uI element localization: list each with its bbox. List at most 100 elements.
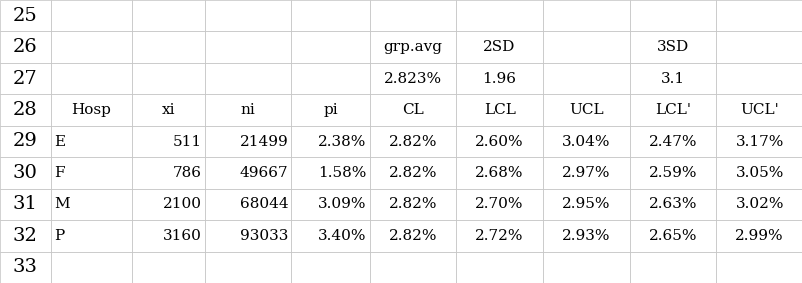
Bar bbox=[456, 189, 542, 220]
Bar bbox=[542, 252, 629, 283]
Bar bbox=[715, 189, 802, 220]
Bar bbox=[456, 63, 542, 94]
Bar bbox=[0, 157, 51, 189]
Text: Hosp: Hosp bbox=[71, 103, 111, 117]
Bar bbox=[369, 157, 456, 189]
Bar bbox=[542, 220, 629, 252]
Bar bbox=[132, 126, 205, 157]
Bar bbox=[0, 31, 51, 63]
Text: F: F bbox=[55, 166, 65, 180]
Bar bbox=[132, 0, 205, 31]
Bar bbox=[629, 63, 715, 94]
Bar bbox=[715, 94, 802, 126]
Text: 28: 28 bbox=[13, 101, 38, 119]
Text: CL: CL bbox=[402, 103, 423, 117]
Text: 2.82%: 2.82% bbox=[388, 229, 436, 243]
Bar bbox=[205, 220, 291, 252]
Bar bbox=[291, 0, 369, 31]
Bar bbox=[629, 220, 715, 252]
Text: 511: 511 bbox=[172, 134, 201, 149]
Bar bbox=[51, 126, 132, 157]
Bar bbox=[715, 126, 802, 157]
Bar bbox=[132, 220, 205, 252]
Text: 2.93%: 2.93% bbox=[561, 229, 610, 243]
Text: 2.72%: 2.72% bbox=[475, 229, 523, 243]
Bar bbox=[542, 126, 629, 157]
Text: 2.99%: 2.99% bbox=[735, 229, 783, 243]
Text: 33: 33 bbox=[13, 258, 38, 276]
Bar bbox=[51, 0, 132, 31]
Bar bbox=[456, 0, 542, 31]
Bar bbox=[205, 0, 291, 31]
Bar bbox=[291, 126, 369, 157]
Bar bbox=[132, 94, 205, 126]
Text: E: E bbox=[55, 134, 66, 149]
Bar bbox=[132, 189, 205, 220]
Bar bbox=[456, 157, 542, 189]
Bar bbox=[369, 189, 456, 220]
Bar bbox=[291, 189, 369, 220]
Text: 2.38%: 2.38% bbox=[318, 134, 367, 149]
Text: 29: 29 bbox=[13, 132, 38, 151]
Bar bbox=[291, 31, 369, 63]
Text: 2.95%: 2.95% bbox=[561, 197, 610, 211]
Text: 2.82%: 2.82% bbox=[388, 166, 436, 180]
Bar bbox=[456, 220, 542, 252]
Bar bbox=[0, 252, 51, 283]
Bar bbox=[369, 31, 456, 63]
Bar bbox=[0, 94, 51, 126]
Text: UCL': UCL' bbox=[739, 103, 778, 117]
Text: 2.63%: 2.63% bbox=[648, 197, 696, 211]
Bar bbox=[715, 63, 802, 94]
Bar bbox=[0, 0, 51, 31]
Bar bbox=[132, 31, 205, 63]
Bar bbox=[132, 63, 205, 94]
Bar bbox=[205, 94, 291, 126]
Text: P: P bbox=[55, 229, 65, 243]
Text: 2.823%: 2.823% bbox=[383, 72, 441, 86]
Text: 2100: 2100 bbox=[163, 197, 201, 211]
Text: 3.04%: 3.04% bbox=[561, 134, 610, 149]
Text: 2.82%: 2.82% bbox=[388, 197, 436, 211]
Bar bbox=[205, 31, 291, 63]
Bar bbox=[456, 31, 542, 63]
Bar bbox=[715, 157, 802, 189]
Bar bbox=[51, 157, 132, 189]
Text: ni: ni bbox=[241, 103, 255, 117]
Text: 3.09%: 3.09% bbox=[318, 197, 367, 211]
Bar bbox=[629, 126, 715, 157]
Bar bbox=[51, 252, 132, 283]
Bar bbox=[291, 220, 369, 252]
Text: 2.68%: 2.68% bbox=[475, 166, 523, 180]
Text: M: M bbox=[55, 197, 70, 211]
Bar bbox=[205, 189, 291, 220]
Text: 2.47%: 2.47% bbox=[648, 134, 696, 149]
Bar bbox=[542, 94, 629, 126]
Bar bbox=[291, 63, 369, 94]
Text: 2.59%: 2.59% bbox=[648, 166, 696, 180]
Text: 2.65%: 2.65% bbox=[648, 229, 696, 243]
Bar bbox=[369, 94, 456, 126]
Text: 25: 25 bbox=[13, 7, 38, 25]
Bar bbox=[291, 94, 369, 126]
Bar bbox=[51, 63, 132, 94]
Text: 3.17%: 3.17% bbox=[735, 134, 783, 149]
Text: LCL: LCL bbox=[483, 103, 515, 117]
Text: 3160: 3160 bbox=[163, 229, 201, 243]
Text: 93033: 93033 bbox=[240, 229, 288, 243]
Bar bbox=[291, 157, 369, 189]
Bar bbox=[715, 0, 802, 31]
Bar bbox=[542, 31, 629, 63]
Bar bbox=[51, 94, 132, 126]
Text: 2.82%: 2.82% bbox=[388, 134, 436, 149]
Bar bbox=[715, 252, 802, 283]
Text: 3.1: 3.1 bbox=[660, 72, 684, 86]
Bar bbox=[456, 252, 542, 283]
Bar bbox=[369, 220, 456, 252]
Text: 2SD: 2SD bbox=[483, 40, 515, 54]
Text: 3.02%: 3.02% bbox=[735, 197, 783, 211]
Text: grp.avg: grp.avg bbox=[383, 40, 442, 54]
Bar bbox=[0, 220, 51, 252]
Bar bbox=[715, 220, 802, 252]
Text: 31: 31 bbox=[13, 195, 38, 213]
